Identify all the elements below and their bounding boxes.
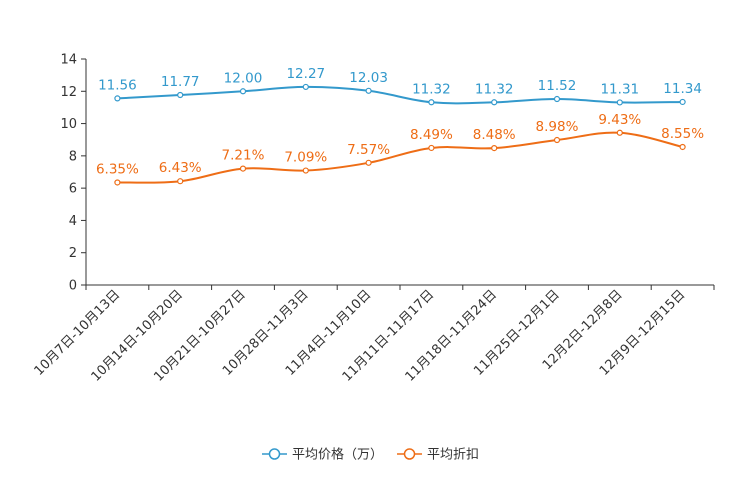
data-label: 11.77 <box>161 74 200 90</box>
series-1: 6.35% 6.43% 7.21% 7.09% 7.57% 8.49% 8.48% 8.98%… <box>96 112 704 186</box>
series-line <box>117 85 683 105</box>
y-tick-label: 10 <box>60 117 77 132</box>
data-label: 12.03 <box>349 70 388 86</box>
data-point[interactable] <box>365 87 372 94</box>
data-label: 8.98% <box>536 119 579 135</box>
data-label: 11.34 <box>663 81 702 97</box>
y-tick-label: 12 <box>60 85 77 100</box>
y-tick-label: 14 <box>60 53 77 68</box>
y-tick-label: 0 <box>69 279 77 294</box>
y-tick-label: 6 <box>69 182 77 197</box>
data-label: 6.43% <box>159 160 202 176</box>
y-tick-label: 4 <box>69 214 77 229</box>
legend-label: 平均价格（万） <box>292 447 383 463</box>
data-label: 7.21% <box>222 148 265 164</box>
data-label: 8.49% <box>410 127 453 143</box>
legend-marker <box>403 448 416 460</box>
data-label: 12.27 <box>286 66 325 82</box>
data-point[interactable] <box>491 145 498 152</box>
data-point[interactable] <box>302 167 309 174</box>
data-label: 6.35% <box>96 161 139 177</box>
data-point[interactable] <box>428 99 435 106</box>
data-label: 8.55% <box>661 126 704 142</box>
series-0: 11.56 11.77 12.00 12.27 12.03 11.32 11.32 11.52… <box>98 66 702 106</box>
legend[interactable]: 平均价格（万） 平均折扣 <box>262 447 479 463</box>
data-label: 8.48% <box>473 127 516 143</box>
data-point[interactable] <box>302 83 309 91</box>
data-point[interactable] <box>679 143 686 151</box>
legend-item-0[interactable]: 平均价格（万） <box>262 447 383 463</box>
data-point[interactable] <box>239 165 247 172</box>
data-point[interactable] <box>491 99 498 106</box>
data-label: 11.31 <box>600 81 639 97</box>
data-point[interactable] <box>428 144 435 152</box>
x-axis: 10月7日-10月13日10月14日-10月20日10月21日-10月27日10… <box>32 284 715 385</box>
series-layer: 11.56 11.77 12.00 12.27 12.03 11.32 11.32 11.52… <box>96 66 704 186</box>
data-point[interactable] <box>553 95 561 103</box>
data-label: 11.32 <box>475 81 514 97</box>
data-label: 11.52 <box>538 78 577 94</box>
legend-marker <box>268 448 281 460</box>
data-point[interactable] <box>616 129 623 136</box>
data-point[interactable] <box>365 159 372 166</box>
data-point[interactable] <box>679 98 686 106</box>
data-label: 11.32 <box>412 81 451 97</box>
legend-item-1[interactable]: 平均折扣 <box>397 448 479 463</box>
y-tick-label: 8 <box>69 149 77 164</box>
legend-label: 平均折扣 <box>427 448 479 463</box>
data-label: 9.43% <box>598 112 641 128</box>
data-label: 12.00 <box>224 70 263 86</box>
data-point[interactable] <box>114 179 121 186</box>
data-label: 11.56 <box>98 77 137 93</box>
data-point[interactable] <box>177 178 184 185</box>
data-label: 7.57% <box>347 142 390 158</box>
data-point[interactable] <box>616 99 623 106</box>
data-point[interactable] <box>553 136 561 144</box>
data-point[interactable] <box>177 91 184 99</box>
y-axis: 0 2 4 6 8 10 12 14 <box>60 53 87 294</box>
data-label: 7.09% <box>284 150 327 166</box>
series-line <box>117 131 683 184</box>
data-point[interactable] <box>239 88 247 95</box>
y-tick-label: 2 <box>69 246 77 261</box>
data-point[interactable] <box>114 95 121 102</box>
